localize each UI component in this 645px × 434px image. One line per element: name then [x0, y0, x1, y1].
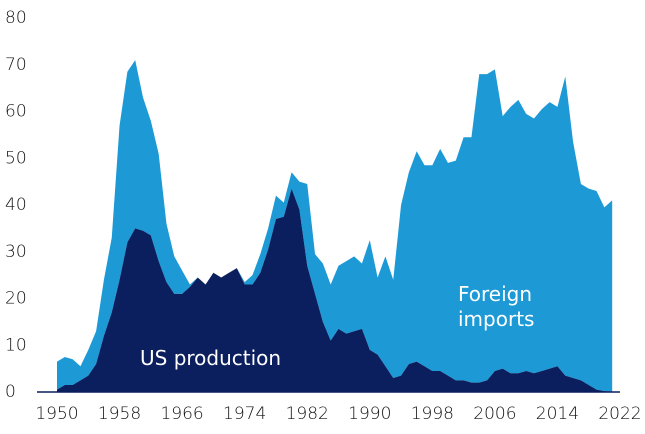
area [57, 60, 613, 392]
x-tick-label: 1958 [98, 404, 141, 424]
x-tick-label: 1990 [348, 404, 391, 424]
y-tick-label: 10 [5, 335, 27, 355]
x-tick-label: 2014 [536, 404, 579, 424]
x-tick-label: 2022 [598, 404, 641, 424]
area [57, 188, 613, 392]
x-tick-label: 1982 [286, 404, 329, 424]
y-tick-label: 30 [5, 242, 27, 262]
y-tick-label: 40 [5, 195, 27, 215]
y-tick-label: 70 [5, 55, 27, 75]
y-tick-label: 20 [5, 289, 27, 309]
y-tick-label: 0 [5, 382, 16, 402]
x-tick-label: 1966 [160, 404, 203, 424]
x-tick-label: 1974 [223, 404, 266, 424]
x-tick-label: 1998 [411, 404, 454, 424]
y-tick-label: 60 [5, 102, 27, 122]
y-tick-label: 50 [5, 148, 27, 168]
x-tick-label: 2006 [473, 404, 516, 424]
y-tick-label: 80 [5, 8, 27, 28]
x-tick-label: 1950 [35, 404, 78, 424]
series-label: Foreign imports [458, 282, 535, 331]
series-label: US production [140, 346, 282, 370]
